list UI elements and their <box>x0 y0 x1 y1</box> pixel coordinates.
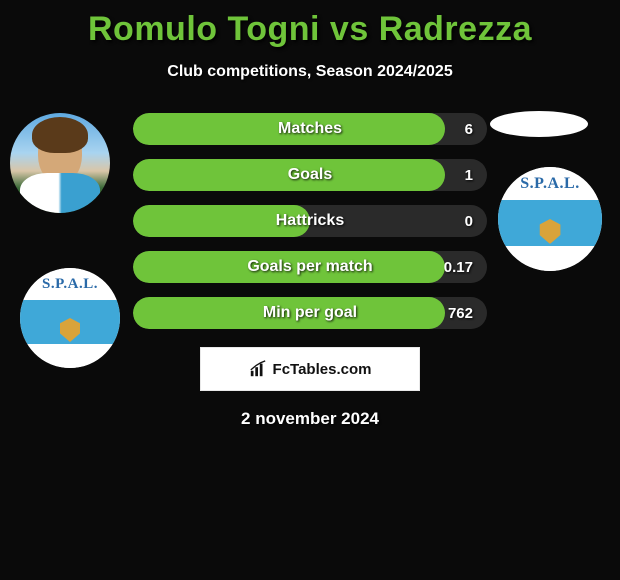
stat-row: Hattricks 0 <box>133 205 487 237</box>
stat-row: Goals 1 <box>133 159 487 191</box>
stat-value-right: 0 <box>465 205 473 237</box>
stat-row: Min per goal 762 <box>133 297 487 329</box>
stat-bars: Matches 6 Goals 1 Hattricks 0 Goals per … <box>133 113 487 329</box>
stat-row: Goals per match 0.17 <box>133 251 487 283</box>
subtitle: Club competitions, Season 2024/2025 <box>0 63 620 81</box>
date-text: 2 november 2024 <box>0 409 620 429</box>
stat-row: Matches 6 <box>133 113 487 145</box>
club-badge-text: S.P.A.L. <box>20 268 120 300</box>
stat-bar-fill <box>133 205 310 237</box>
stat-value-right: 1 <box>465 159 473 191</box>
player-left-club-badge: S.P.A.L. <box>20 268 120 368</box>
club-badge-text: S.P.A.L. <box>498 167 602 200</box>
stat-bar-fill <box>133 159 445 191</box>
watermark-text: FcTables.com <box>273 361 372 378</box>
stat-value-right: 0.17 <box>444 251 473 283</box>
stat-bar-fill <box>133 251 445 283</box>
stat-value-right: 762 <box>448 297 473 329</box>
page-title: Romulo Togni vs Radrezza <box>0 0 620 49</box>
comparison-content: S.P.A.L. S.P.A.L. Matches 6 Goals 1 Hatt… <box>0 113 620 429</box>
player-right-club-badge: S.P.A.L. <box>498 167 602 271</box>
watermark: FcTables.com <box>200 347 420 391</box>
player-right-avatar <box>490 111 588 137</box>
stat-bar-fill <box>133 297 445 329</box>
player-left-avatar <box>10 113 110 213</box>
chart-icon <box>249 360 267 378</box>
stat-value-right: 6 <box>465 113 473 145</box>
stat-bar-fill <box>133 113 445 145</box>
